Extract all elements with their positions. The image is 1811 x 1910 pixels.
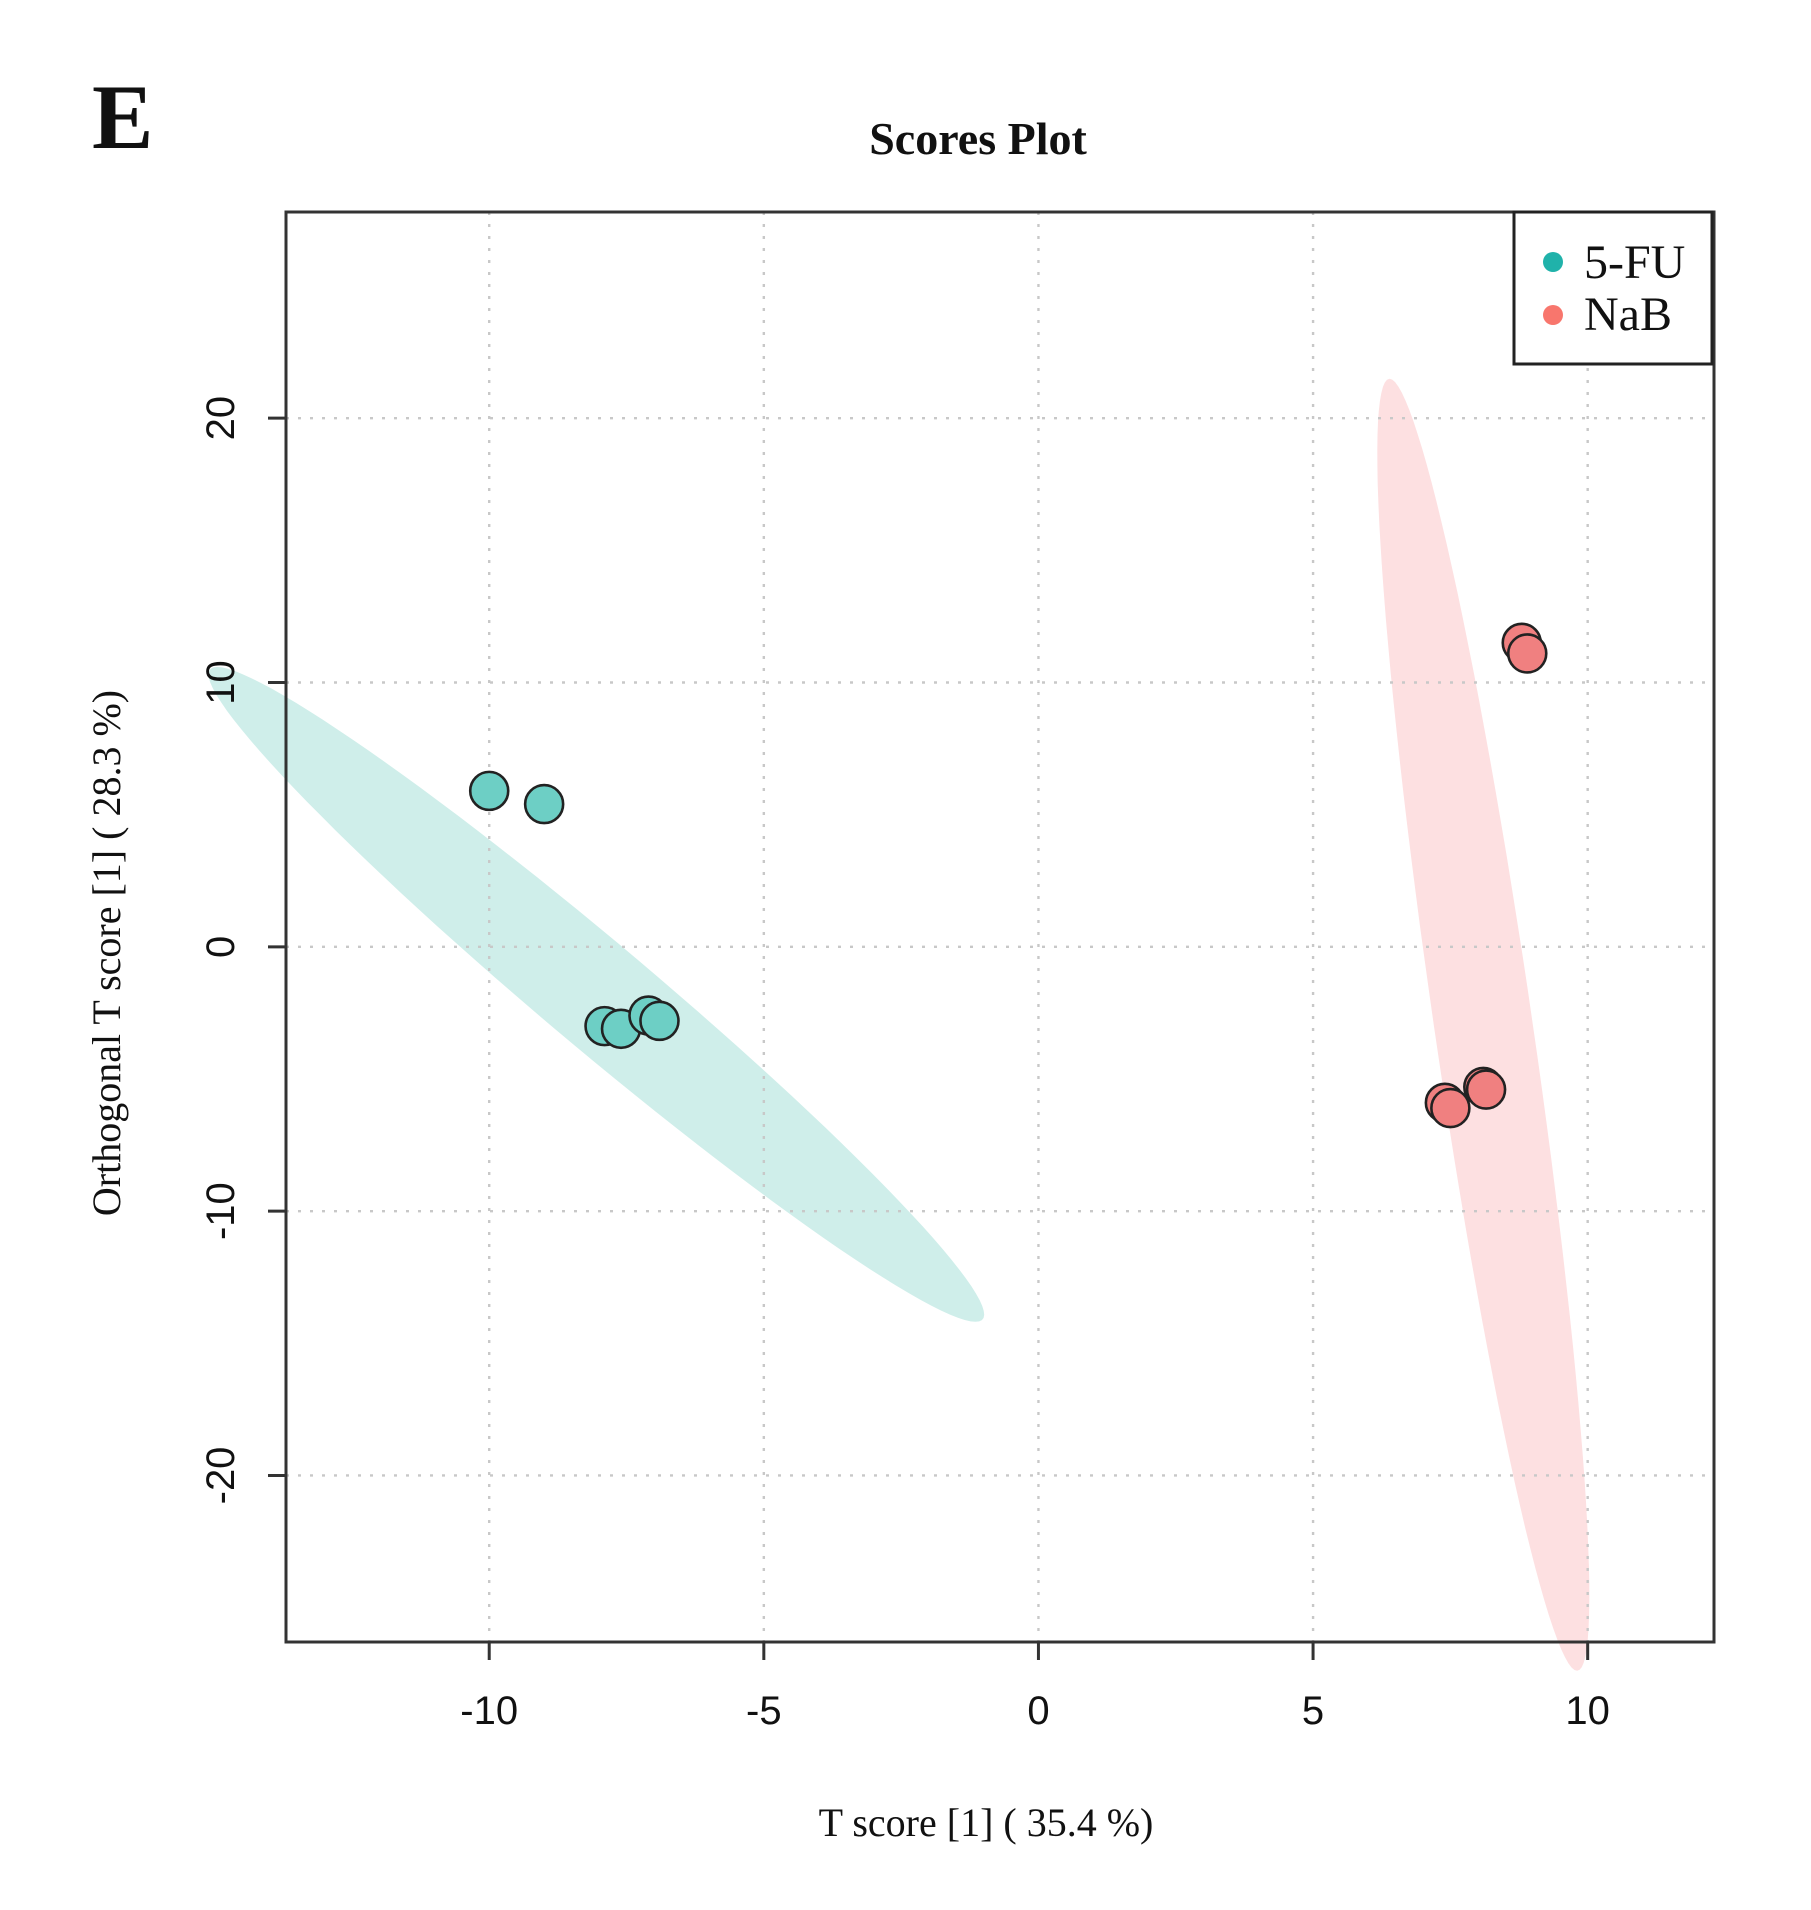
- y-tick-label: 10: [199, 660, 243, 705]
- point-nab-4: [1465, 1069, 1507, 1110]
- y-tick-label: -10: [199, 1182, 243, 1240]
- y-tick-label: -20: [199, 1447, 243, 1505]
- y-tick-label: 0: [199, 936, 243, 958]
- x-axis: -10 -5 0 5 10: [460, 1642, 1610, 1733]
- legend-label-nab: NaB: [1584, 288, 1672, 341]
- x-tick-label: 0: [1027, 1689, 1049, 1733]
- legend-box: [1512, 210, 1714, 366]
- ellipse-5fu: [208, 667, 985, 1322]
- point-5fu-2: [523, 783, 565, 825]
- grid-lines: [286, 212, 1714, 1642]
- x-tick-label: 5: [1302, 1689, 1324, 1733]
- y-tick-label: 20: [199, 396, 243, 441]
- confidence-ellipses: [208, 378, 1590, 1671]
- legend-label-5fu: 5-FU: [1584, 236, 1685, 289]
- x-tick-label: 10: [1565, 1689, 1610, 1733]
- point-nab-6: [1430, 1087, 1471, 1129]
- plot-area: [208, 212, 1714, 1671]
- x-tick-label: -10: [460, 1689, 518, 1733]
- chart-title: Scores Plot: [869, 113, 1087, 164]
- legend-marker-nab: [1543, 305, 1563, 325]
- panel-label: E: [92, 66, 153, 168]
- plot-frame: [284, 210, 1716, 1644]
- x-axis-label: T score [1] ( 35.4 %): [819, 1800, 1154, 1845]
- y-axis-label: Orthogonal T score [1] ( 28.3 %): [84, 690, 129, 1216]
- point-nab-2: [1506, 633, 1548, 674]
- legend-marker-5fu: [1543, 252, 1563, 272]
- y-axis: -20 -10 0 10 20: [199, 396, 286, 1504]
- legend: 5-FU NaB: [1512, 210, 1714, 366]
- ellipse-nab: [1377, 378, 1590, 1671]
- point-5fu-6: [639, 1000, 680, 1042]
- x-tick-label: -5: [746, 1689, 782, 1733]
- point-5fu-1: [468, 770, 510, 812]
- data-points: [468, 622, 1548, 1129]
